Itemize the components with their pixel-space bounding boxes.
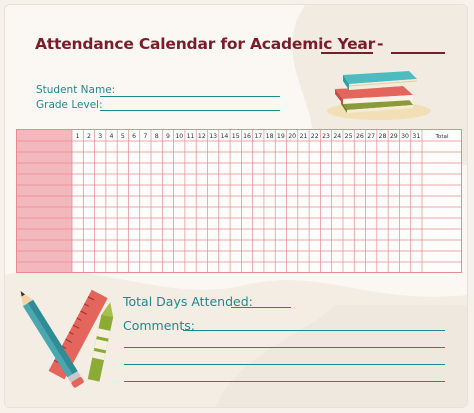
day-header-1: 1 <box>76 133 80 140</box>
day-header-11: 11 <box>187 133 195 140</box>
day-header-16: 16 <box>243 133 251 140</box>
comments-label: Comments: <box>123 318 195 333</box>
student-name-field[interactable] <box>100 96 280 97</box>
day-header-24: 24 <box>333 133 341 140</box>
day-header-30: 30 <box>401 133 409 140</box>
day-header-7: 7 <box>143 133 147 140</box>
pencil-ruler-crayon-icon <box>20 289 114 388</box>
day-header-26: 26 <box>356 133 364 140</box>
year-separator: - <box>377 35 384 53</box>
day-header-29: 29 <box>390 133 398 140</box>
day-header-19: 19 <box>277 133 285 140</box>
day-header-4: 4 <box>110 133 114 140</box>
stack-of-books-icon <box>327 71 431 120</box>
day-header-22: 22 <box>311 133 319 140</box>
grade-level-label: Grade Level: <box>36 99 103 111</box>
day-header-8: 8 <box>155 133 159 140</box>
attendance-grid: 1 2 3 4 5 6 7 8 9 10 11 12 13 14 15 16 17 18 19 20 21 22 23 24 2… <box>16 129 462 273</box>
day-header-3: 3 <box>98 133 102 140</box>
comments-line-4[interactable] <box>124 381 445 382</box>
day-header-25: 25 <box>345 133 353 140</box>
total-days-label: Total Days Attended: <box>123 294 253 309</box>
day-header-21: 21 <box>300 133 308 140</box>
day-header-31: 31 <box>412 133 420 140</box>
name-column <box>16 129 72 273</box>
grid-background <box>16 129 462 273</box>
day-header-14: 14 <box>220 133 228 140</box>
comments-line-3[interactable] <box>124 364 445 365</box>
day-header-12: 12 <box>198 133 206 140</box>
day-header-23: 23 <box>322 133 330 140</box>
day-header-17: 17 <box>254 133 262 140</box>
day-header-2: 2 <box>87 133 91 140</box>
day-header-18: 18 <box>266 133 274 140</box>
total-days-field[interactable] <box>231 307 291 308</box>
day-header-10: 10 <box>175 133 183 140</box>
day-header-28: 28 <box>379 133 387 140</box>
page-title: Attendance Calendar for Academic Year <box>35 35 376 53</box>
day-header-27: 27 <box>367 133 375 140</box>
grade-level-field[interactable] <box>100 110 280 111</box>
total-header: Total <box>434 134 449 140</box>
day-header-20: 20 <box>288 133 296 140</box>
year-end-blank[interactable] <box>391 52 445 54</box>
student-name-label: Student Name: <box>36 84 116 96</box>
day-header-13: 13 <box>209 133 217 140</box>
day-header-5: 5 <box>121 133 125 140</box>
day-header-9: 9 <box>166 133 170 140</box>
year-start-blank[interactable] <box>321 52 373 54</box>
comments-line-1[interactable] <box>183 330 445 331</box>
attendance-sheet: Attendance Calendar for Academic Year - … <box>4 4 468 408</box>
comments-line-2[interactable] <box>124 347 445 348</box>
day-header-15: 15 <box>232 133 240 140</box>
day-header-6: 6 <box>132 133 136 140</box>
